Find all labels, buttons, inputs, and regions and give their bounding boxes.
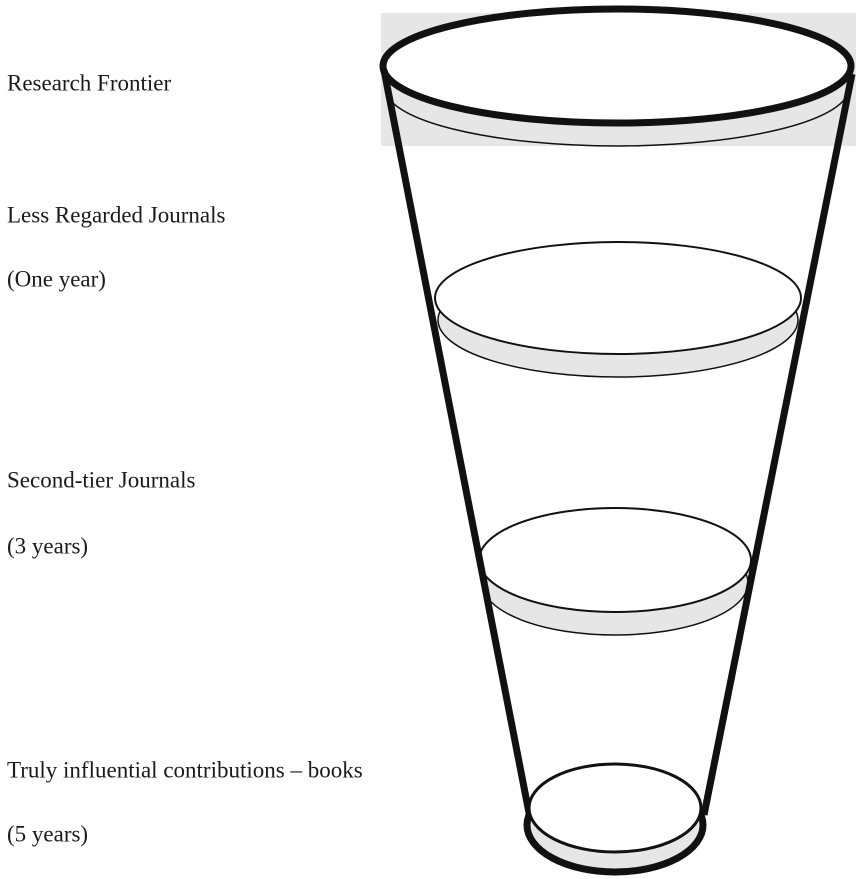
level-period: (One year): [7, 266, 106, 291]
ring-top: [479, 508, 751, 612]
ring-top: [435, 242, 801, 354]
ring-top: [383, 9, 851, 123]
level-label: Truly influential contributions – books: [7, 757, 363, 782]
level-period: (5 years): [7, 821, 88, 846]
funnel-side: [704, 74, 852, 815]
level-period: (3 years): [7, 533, 88, 558]
level-label: Research Frontier: [7, 70, 171, 95]
funnel-diagram: Research Frontier Less Regarded Journals…: [0, 0, 860, 879]
funnel-side: [384, 70, 530, 818]
level-label: Less Regarded Journals: [7, 202, 225, 227]
level-label: Second-tier Journals: [7, 467, 195, 492]
ring-top: [529, 764, 701, 852]
